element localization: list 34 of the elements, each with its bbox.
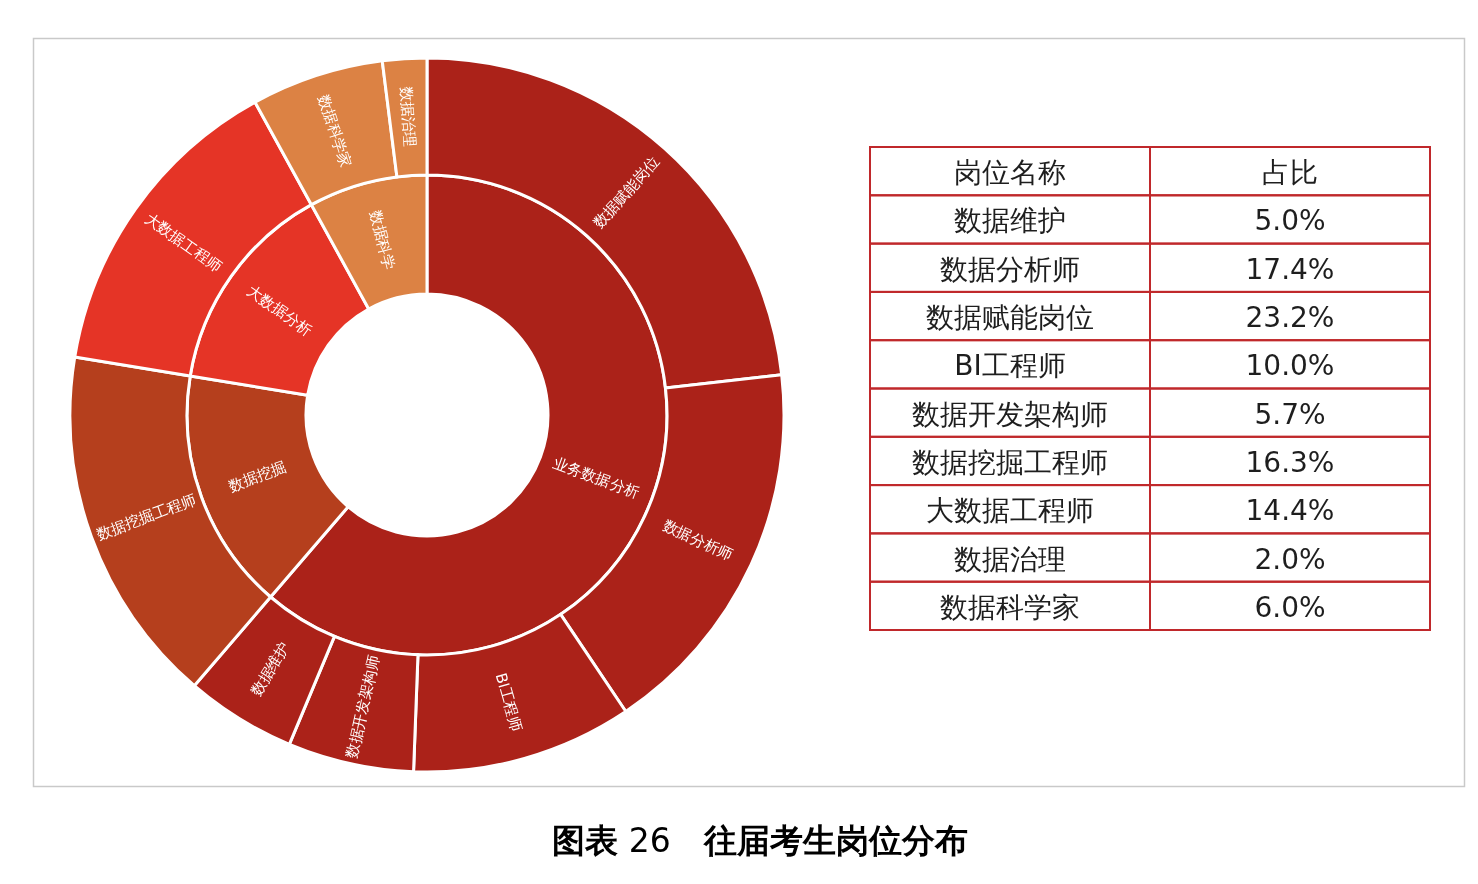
slice-label: BI工程师 — [491, 670, 526, 734]
slice-label: 数据分析师 — [660, 516, 736, 565]
text: 大数据工程师 — [926, 493, 1094, 527]
text: 数据赋能岗位 — [926, 300, 1094, 334]
text: 10.0% — [1245, 348, 1335, 382]
text: 占比 — [1262, 155, 1318, 189]
slice-label: 大数据工程师 — [141, 209, 226, 276]
text: 14.4% — [1245, 493, 1335, 527]
text: 17.4% — [1245, 252, 1335, 286]
slice-label: 大数据分析 — [243, 281, 316, 340]
slice-label: 数据科学 — [365, 208, 399, 272]
slice-label: 数据开发架构师 — [342, 653, 383, 760]
text: 数据治理 — [954, 542, 1066, 576]
text: 数据维护 — [954, 203, 1066, 237]
text: 5.7% — [1254, 397, 1326, 431]
slice-label: 业务数据分析 — [550, 453, 642, 502]
slice-label: 数据挖掘工程师 — [94, 490, 199, 544]
text: 16.3% — [1245, 445, 1335, 479]
text: 岗位名称 — [954, 155, 1066, 189]
text: 6.0% — [1254, 590, 1326, 624]
slice-label: 数据治理 — [397, 86, 420, 148]
slice-label: 数据挖掘 — [226, 457, 289, 496]
text: 数据挖掘工程师 — [912, 445, 1108, 479]
slice-label: 数据维护 — [246, 638, 294, 700]
slice-label: 数据赋能岗位 — [589, 152, 663, 232]
text: 数据科学家 — [940, 590, 1080, 624]
slice-label: 数据科学家 — [314, 92, 355, 170]
text: 23.2% — [1245, 300, 1335, 334]
text: 2.0% — [1254, 542, 1326, 576]
text: 5.0% — [1254, 203, 1326, 237]
text: BI工程师 — [954, 348, 1066, 382]
text: 图表 26 往届考生岗位分布 — [552, 821, 968, 860]
text: 数据分析师 — [940, 252, 1080, 286]
text: 数据开发架构师 — [912, 397, 1108, 431]
